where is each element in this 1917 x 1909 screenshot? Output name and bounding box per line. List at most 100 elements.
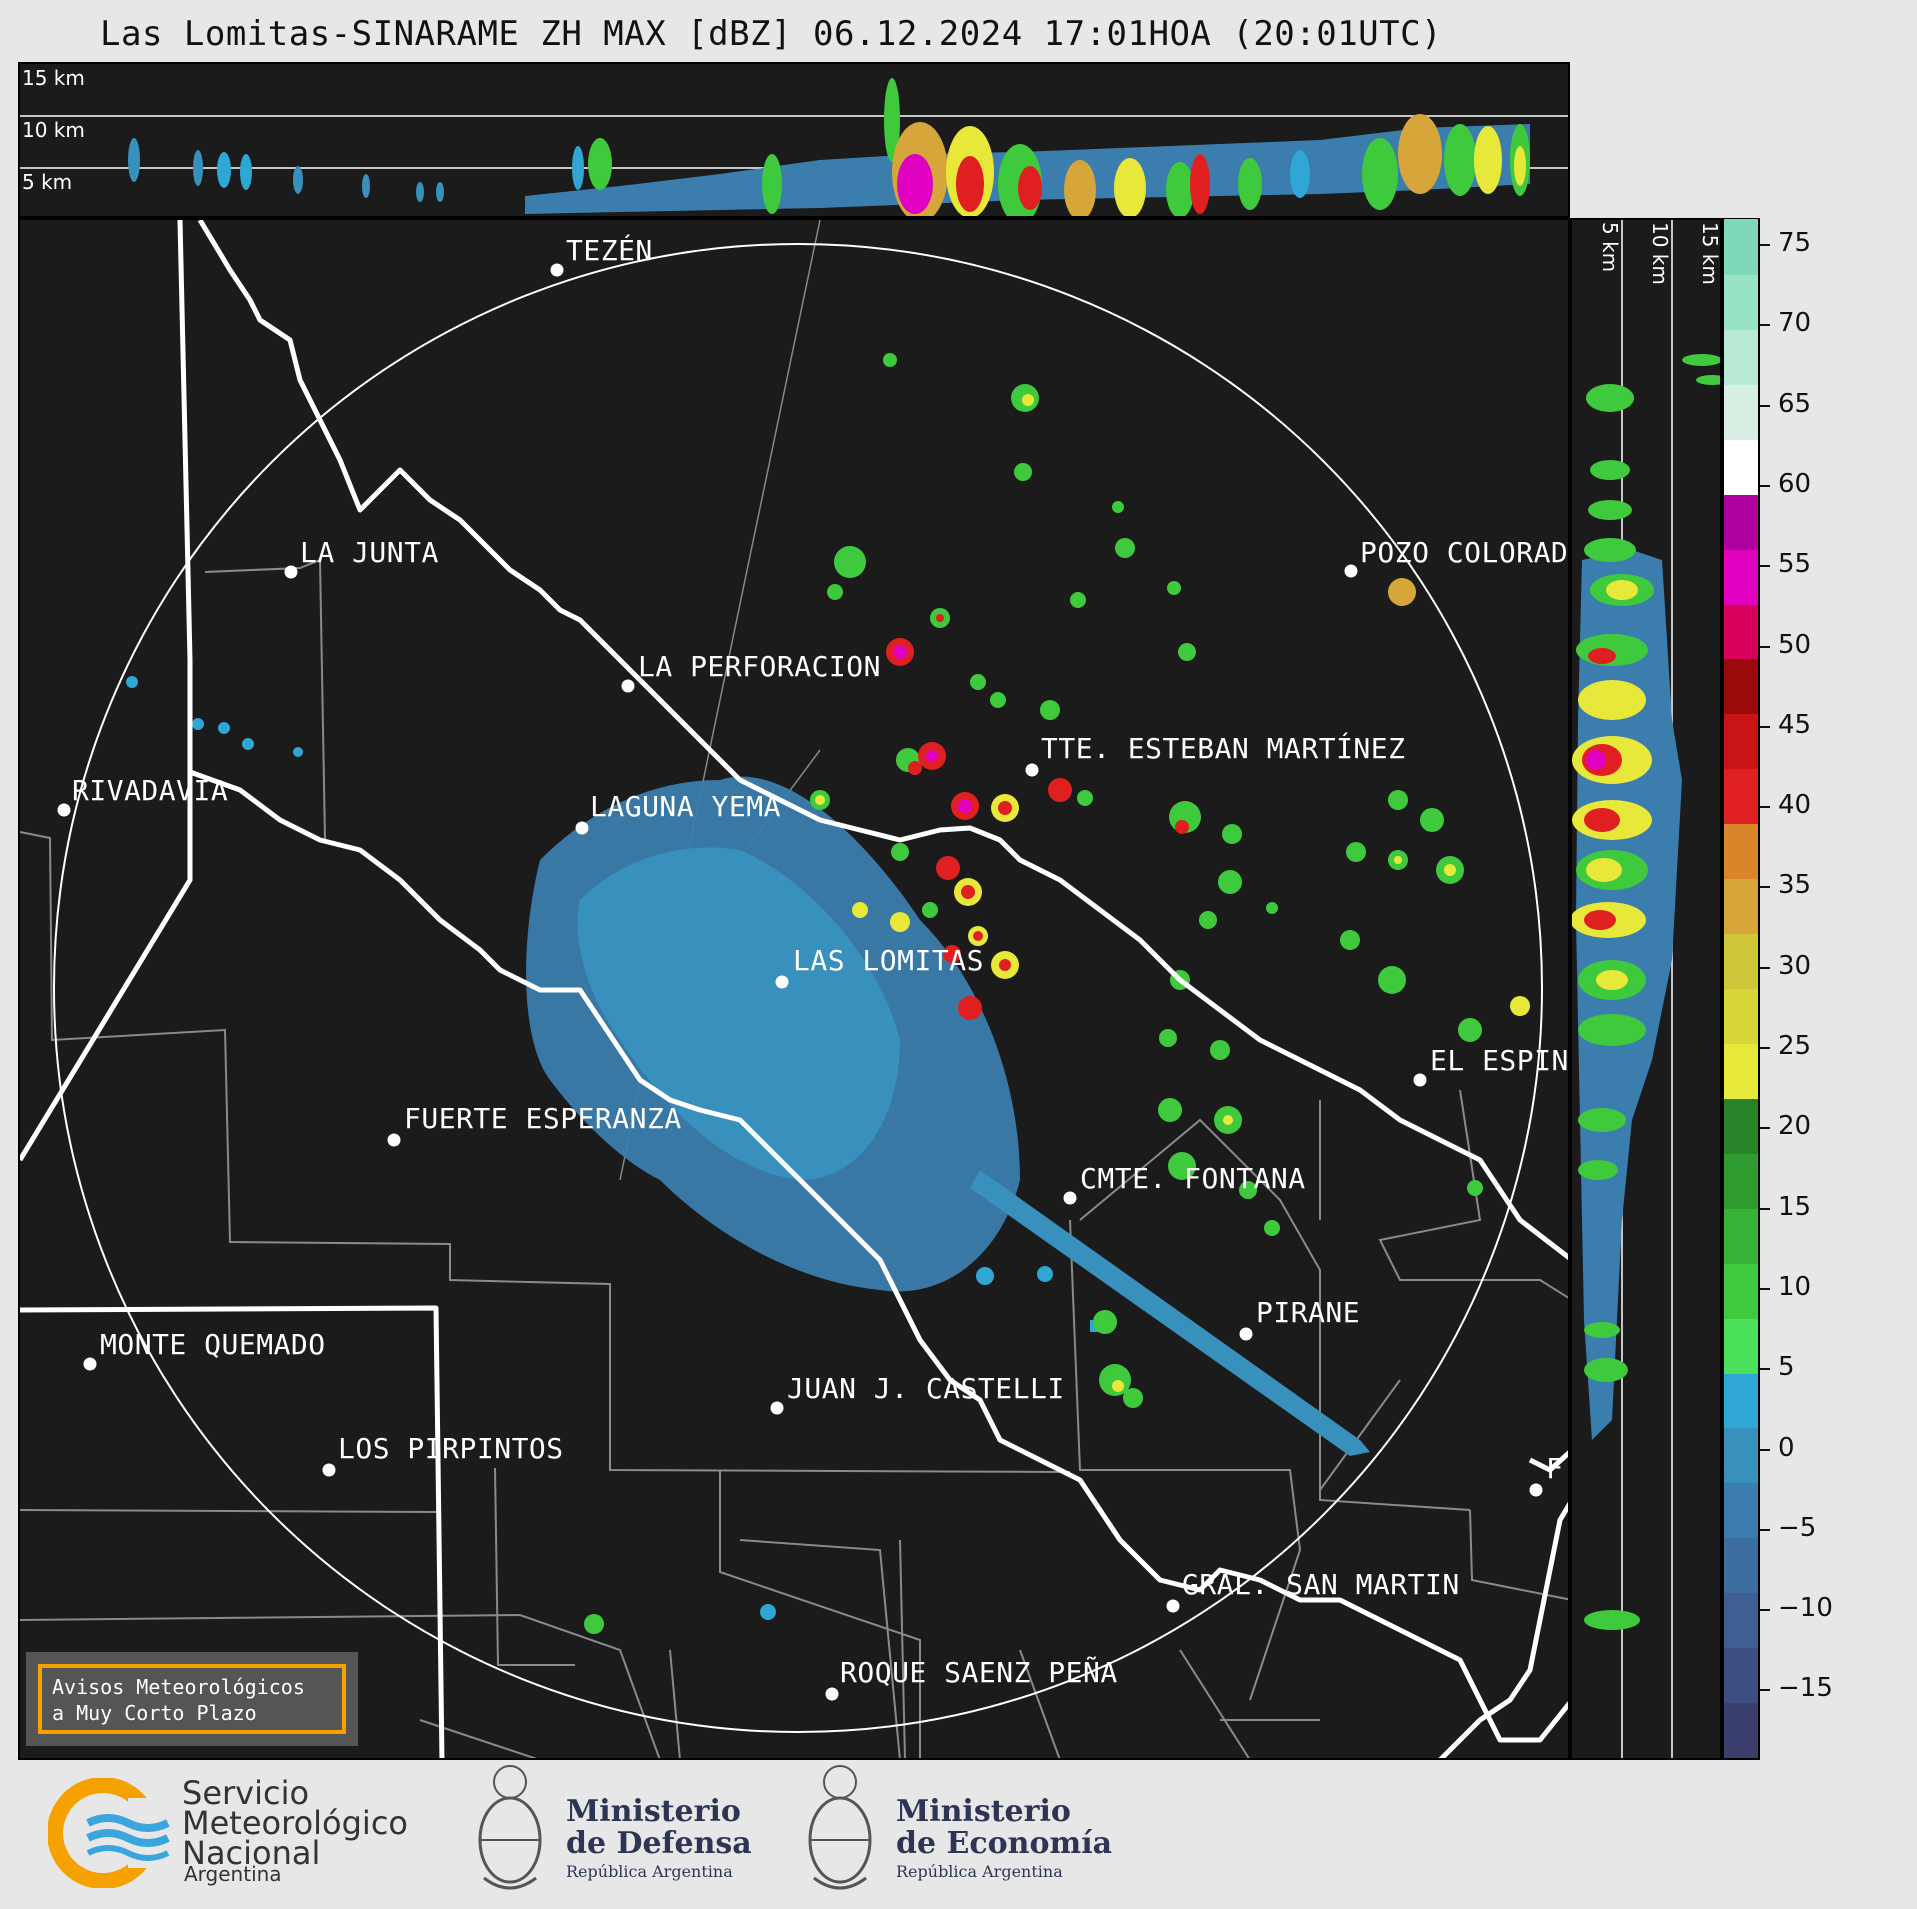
defensa-coat-of-arms-icon xyxy=(478,1765,542,1890)
city-label-roque-saenz-pena: ROQUE SAENZ PEÑA xyxy=(840,1656,1118,1689)
colorbar-stripe xyxy=(1724,1207,1758,1264)
colorbar-tick-label: 35 xyxy=(1778,870,1812,901)
side-km-label-10: 10 km xyxy=(1648,222,1672,285)
defensa-line1: Ministerio xyxy=(566,1794,741,1829)
colorbar-stripe xyxy=(1724,1372,1758,1429)
side-km-label-15: 15 km xyxy=(1698,222,1722,285)
avisos-line1: Avisos Meteorológicos xyxy=(52,1675,305,1699)
colorbar-tick-label: −15 xyxy=(1778,1673,1833,1704)
colorbar-tick-mark xyxy=(1760,565,1770,568)
colorbar-tick-label: 20 xyxy=(1778,1111,1812,1142)
colorbar-stripe xyxy=(1724,823,1758,880)
colorbar-stripe xyxy=(1724,438,1758,495)
colorbar-stripe xyxy=(1724,219,1758,275)
colorbar-tick-mark xyxy=(1760,645,1770,648)
colorbar-stripe xyxy=(1724,1702,1758,1758)
city-label-rivadavia: RIVADAVIA xyxy=(72,774,229,807)
defensa-line2: de Defensa xyxy=(566,1826,752,1861)
side-cross-section-echoes xyxy=(1572,220,1720,1758)
km-label-15: 15 km xyxy=(22,66,85,90)
city-label-gral-san-martin: GRAL. SAN MARTIN xyxy=(1182,1568,1460,1601)
colorbar-stripe xyxy=(1724,713,1758,770)
colorbar-tick-label: 40 xyxy=(1778,790,1812,821)
smn-line2: Meteorológico xyxy=(182,1804,408,1842)
colorbar-tick-mark xyxy=(1760,886,1770,889)
department-boundaries xyxy=(20,558,1568,1758)
colorbar-tick-mark xyxy=(1760,1047,1770,1049)
radar-map-panel: TEZÉN LA JUNTA POZO COLORAD LA PERFORACI… xyxy=(18,218,1570,1760)
colorbar-tick-label: 10 xyxy=(1778,1271,1812,1302)
colorbar-tick-label: 55 xyxy=(1778,549,1812,580)
city-label-partial-f: F xyxy=(1546,1452,1564,1485)
colorbar-tick-mark xyxy=(1760,1528,1770,1531)
colorbar-tick-label: −10 xyxy=(1778,1593,1833,1624)
avisos-line2: a Muy Corto Plazo xyxy=(52,1701,257,1725)
colorbar-tick-mark xyxy=(1760,1287,1770,1290)
city-label-juan-j-castelli: JUAN J. CASTELLI xyxy=(787,1372,1065,1405)
city-label-pozo-colorado: POZO COLORAD xyxy=(1360,536,1569,569)
side-cross-section-panel: 5 km 10 km 15 km xyxy=(1570,218,1722,1760)
dbz-colorbar xyxy=(1722,218,1760,1760)
colorbar-tick-mark xyxy=(1760,404,1770,407)
radar-echoes xyxy=(126,353,1530,1634)
defensa-line3: República Argentina xyxy=(566,1862,733,1881)
provincial-borders xyxy=(20,220,1568,1758)
colorbar-tick-mark xyxy=(1760,244,1770,246)
colorbar-stripe xyxy=(1724,658,1758,715)
page-title: Las Lomitas-SINARAME ZH MAX [dBZ] 06.12.… xyxy=(100,14,1443,54)
smn-logo-icon xyxy=(48,1778,174,1888)
colorbar-tick-mark xyxy=(1760,1368,1770,1371)
colorbar-tick-label: 45 xyxy=(1778,709,1812,740)
top-cross-section-panel: 15 km 10 km 5 km xyxy=(18,62,1570,218)
city-label-cmte-fontana: CMTE. FONTANA xyxy=(1080,1162,1306,1195)
economia-line3: República Argentina xyxy=(896,1862,1063,1881)
colorbar-tick-mark xyxy=(1760,806,1770,809)
colorbar-stripe xyxy=(1724,548,1758,605)
colorbar-stripe xyxy=(1724,1317,1758,1374)
colorbar-tick-mark xyxy=(1760,1448,1770,1451)
city-markers xyxy=(57,263,1543,1701)
colorbar-stripe xyxy=(1724,1592,1758,1649)
colorbar-stripe xyxy=(1724,383,1758,440)
km-label-10: 10 km xyxy=(22,118,85,142)
colorbar-stripe xyxy=(1724,1152,1758,1209)
colorbar-tick-mark xyxy=(1760,1609,1770,1612)
city-label-la-perforacion: LA PERFORACION xyxy=(638,650,882,683)
city-label-tezen: TEZÉN xyxy=(566,234,653,267)
colorbar-stripe xyxy=(1724,493,1758,550)
avisos-box: Avisos Meteorológicos a Muy Corto Plazo xyxy=(26,1652,358,1746)
colorbar-tick-label: 5 xyxy=(1778,1352,1795,1383)
smn-line3: Nacional xyxy=(182,1834,321,1872)
colorbar-tick-label: 70 xyxy=(1778,308,1812,339)
colorbar-stripe xyxy=(1724,328,1758,385)
range-ring xyxy=(53,243,1543,1733)
city-label-monte-quemado: MONTE QUEMADO xyxy=(100,1328,326,1361)
colorbar-stripe xyxy=(1724,1482,1758,1539)
colorbar-tick-label: 15 xyxy=(1778,1191,1812,1222)
colorbar-tick-mark xyxy=(1760,966,1770,969)
colorbar-tick-mark xyxy=(1760,324,1770,327)
colorbar-stripe xyxy=(1724,603,1758,660)
city-label-laguna-yema: LAGUNA YEMA xyxy=(590,790,781,823)
colorbar-stripe xyxy=(1724,933,1758,989)
colorbar-tick-mark xyxy=(1760,725,1770,728)
city-label-pirane: PIRANE xyxy=(1256,1296,1361,1329)
colorbar-tick-mark xyxy=(1760,1689,1770,1692)
colorbar-stripe xyxy=(1724,1042,1758,1099)
colorbar-tick-mark xyxy=(1760,1127,1770,1130)
colorbar-stripe xyxy=(1724,1262,1758,1319)
economia-line2: de Economía xyxy=(896,1826,1113,1861)
colorbar-stripe xyxy=(1724,878,1758,935)
colorbar-tick-mark xyxy=(1760,1207,1770,1210)
city-label-el-espinillo: EL ESPIN xyxy=(1430,1044,1569,1077)
radar-map-canvas xyxy=(20,220,1568,1758)
colorbar-tick-mark xyxy=(1760,484,1770,487)
city-label-la-junta: LA JUNTA xyxy=(300,536,439,569)
city-label-los-pirpintos: LOS PIRPINTOS xyxy=(338,1432,564,1465)
side-km-label-5: 5 km xyxy=(1598,222,1622,273)
smn-line1: Servicio xyxy=(182,1774,310,1812)
economia-line1: Ministerio xyxy=(896,1794,1071,1829)
km-label-5: 5 km xyxy=(22,170,73,194)
colorbar-tick-label: 50 xyxy=(1778,629,1812,660)
colorbar-tick-label: 65 xyxy=(1778,388,1812,419)
